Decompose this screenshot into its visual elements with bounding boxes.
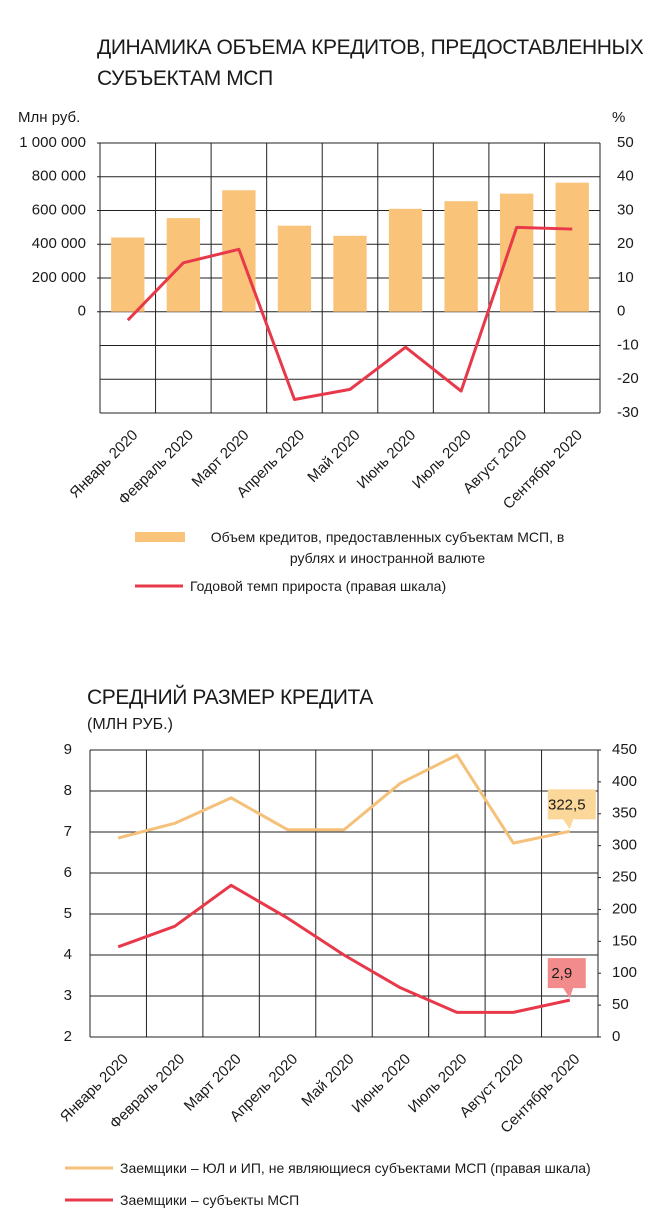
- value-label-box: [547, 958, 586, 989]
- y-tick-label: 200 000: [32, 269, 86, 286]
- y-tick-label: 9: [64, 741, 72, 758]
- legend-label: Годовой темп прироста (правая шкала): [190, 578, 447, 594]
- y-tick-label: 400 000: [32, 235, 86, 252]
- y-tick-label: 3: [64, 987, 72, 1004]
- bar: [111, 237, 145, 312]
- bar: [388, 208, 423, 312]
- chart-title-box: ДИНАМИКА ОБЪЕМА КРЕДИТОВ, ПРЕДОСТАВЛЕННЫ…: [97, 36, 644, 90]
- y-tick-label: 2: [64, 1028, 72, 1045]
- value-label-pointer: [561, 986, 574, 999]
- y-tick-label: 6: [64, 864, 72, 881]
- y2-tick-label: -30: [617, 404, 639, 421]
- chart-subtitle: (МЛН РУБ.): [87, 716, 173, 733]
- bar: [333, 235, 367, 312]
- line-series: [126, 225, 573, 401]
- y2-tick-label: 20: [617, 235, 634, 252]
- y2-tick-label: 250: [612, 869, 637, 886]
- y2-tick-label: 450: [612, 741, 637, 758]
- line-series: [117, 883, 571, 1014]
- y-tick-label: 800 000: [32, 168, 86, 185]
- line-series: [117, 753, 571, 845]
- bar: [500, 193, 534, 312]
- y2-tick-label: 350: [612, 805, 637, 822]
- bar: [444, 201, 478, 312]
- x-tick-label: Июнь 2020: [354, 427, 420, 493]
- y-axis-label: Млн руб.: [18, 109, 80, 126]
- y2-tick-label: 0: [612, 1028, 620, 1045]
- value-label-box: [547, 789, 596, 820]
- y2-tick-label: 40: [617, 168, 634, 185]
- y-tick-label: 4: [64, 946, 72, 963]
- y2-tick-label: 50: [612, 996, 629, 1013]
- y2-tick-label: 30: [617, 201, 634, 218]
- chart-subtitle-box: (МЛН РУБ.): [87, 716, 173, 733]
- y2-tick-label: 10: [617, 269, 634, 286]
- legend-label-box: Объем кредитов, предоставленных субъекта…: [210, 529, 565, 566]
- bar: [277, 225, 312, 312]
- chart-title-box: СРЕДНИЙ РАЗМЕР КРЕДИТА: [87, 686, 373, 709]
- y2-tick-label: 400: [612, 773, 637, 790]
- y-tick-label: 0: [78, 303, 86, 320]
- legend-label-box: Заемщики – ЮЛ и ИП, не являющиеся субъек…: [120, 1160, 591, 1176]
- chart-title: СРЕДНИЙ РАЗМЕР КРЕДИТА: [87, 686, 373, 709]
- y-tick-label: 1 000 000: [19, 134, 86, 151]
- chart-title: ДИНАМИКА ОБЪЕМА КРЕДИТОВ, ПРЕДОСТАВЛЕННЫ…: [97, 36, 644, 90]
- y-tick-label: 600 000: [32, 201, 86, 218]
- value-label: 2,9: [551, 965, 572, 982]
- y2-tick-label: 200: [612, 900, 637, 917]
- y-tick-label: 8: [64, 782, 72, 799]
- legend-label-box: Годовой темп прироста (правая шкала): [190, 578, 447, 594]
- legend-swatch: [135, 532, 185, 542]
- y2-tick-label: 100: [612, 964, 637, 981]
- legend-label: Объем кредитов, предоставленных субъекта…: [210, 529, 565, 566]
- y2-tick-label: 0: [617, 303, 625, 320]
- y2-tick-label: 150: [612, 932, 637, 949]
- y-tick-label: 7: [64, 823, 72, 840]
- legend-label: Заемщики – ЮЛ и ИП, не являющиеся субъек…: [120, 1160, 591, 1176]
- legend-label-box: Заемщики – субъекты МСП: [120, 1192, 300, 1208]
- y2-tick-label: 50: [617, 134, 634, 151]
- x-tick-label: Июнь 2020: [349, 1051, 415, 1117]
- y2-tick-label: -20: [617, 370, 639, 387]
- y2-axis-label: %: [612, 109, 625, 126]
- bar: [555, 182, 589, 312]
- y-tick-label: 5: [64, 905, 72, 922]
- value-label: 322,5: [548, 796, 586, 813]
- x-tick-label: Май 2020: [298, 1051, 357, 1110]
- legend-label: Заемщики – субъекты МСП: [120, 1192, 300, 1208]
- y2-tick-label: -10: [617, 336, 639, 353]
- value-label-pointer: [561, 817, 574, 830]
- x-tick-label: Май 2020: [304, 427, 363, 486]
- y2-tick-label: 300: [612, 837, 637, 854]
